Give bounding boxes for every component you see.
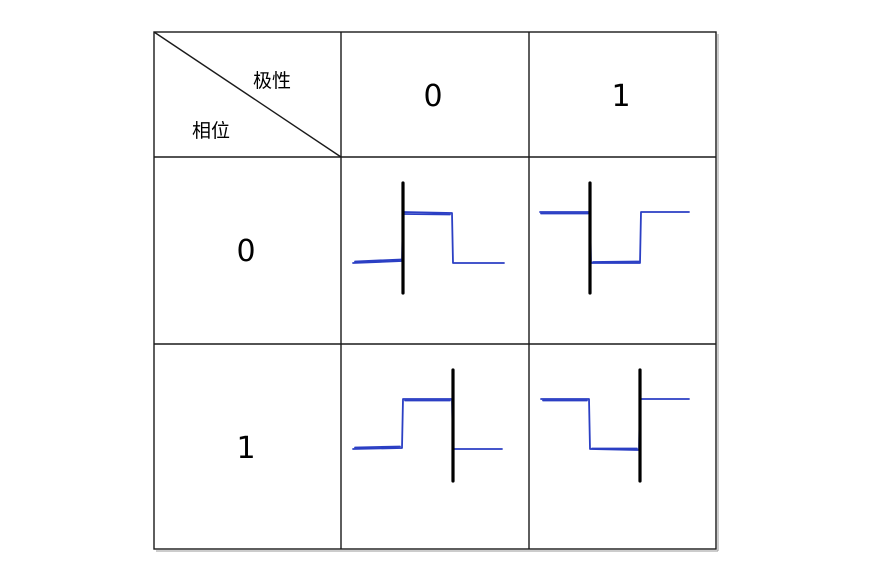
cell-phase0-polarity0 xyxy=(352,181,505,295)
waveform-low-pulse xyxy=(539,211,690,264)
column-header-1: 1 xyxy=(611,79,630,114)
cell-phase0-polarity1 xyxy=(539,181,690,295)
table-border xyxy=(153,31,717,550)
cell-phase1-polarity1 xyxy=(540,368,690,483)
waveform-high-pulse xyxy=(352,398,503,450)
table-grid xyxy=(153,31,719,552)
cell-phase1-polarity0 xyxy=(352,368,503,483)
waveform-high-pulse xyxy=(352,211,505,264)
row-header-0: 0 xyxy=(236,234,255,269)
column-header-0: 0 xyxy=(423,79,442,114)
corner-diagonal xyxy=(153,31,342,158)
corner-row-axis-label: 相位 xyxy=(192,120,230,142)
corner-column-axis-label: 极性 xyxy=(253,70,291,92)
waveform-low-pulse xyxy=(540,398,690,451)
row-header-1: 1 xyxy=(236,431,255,466)
